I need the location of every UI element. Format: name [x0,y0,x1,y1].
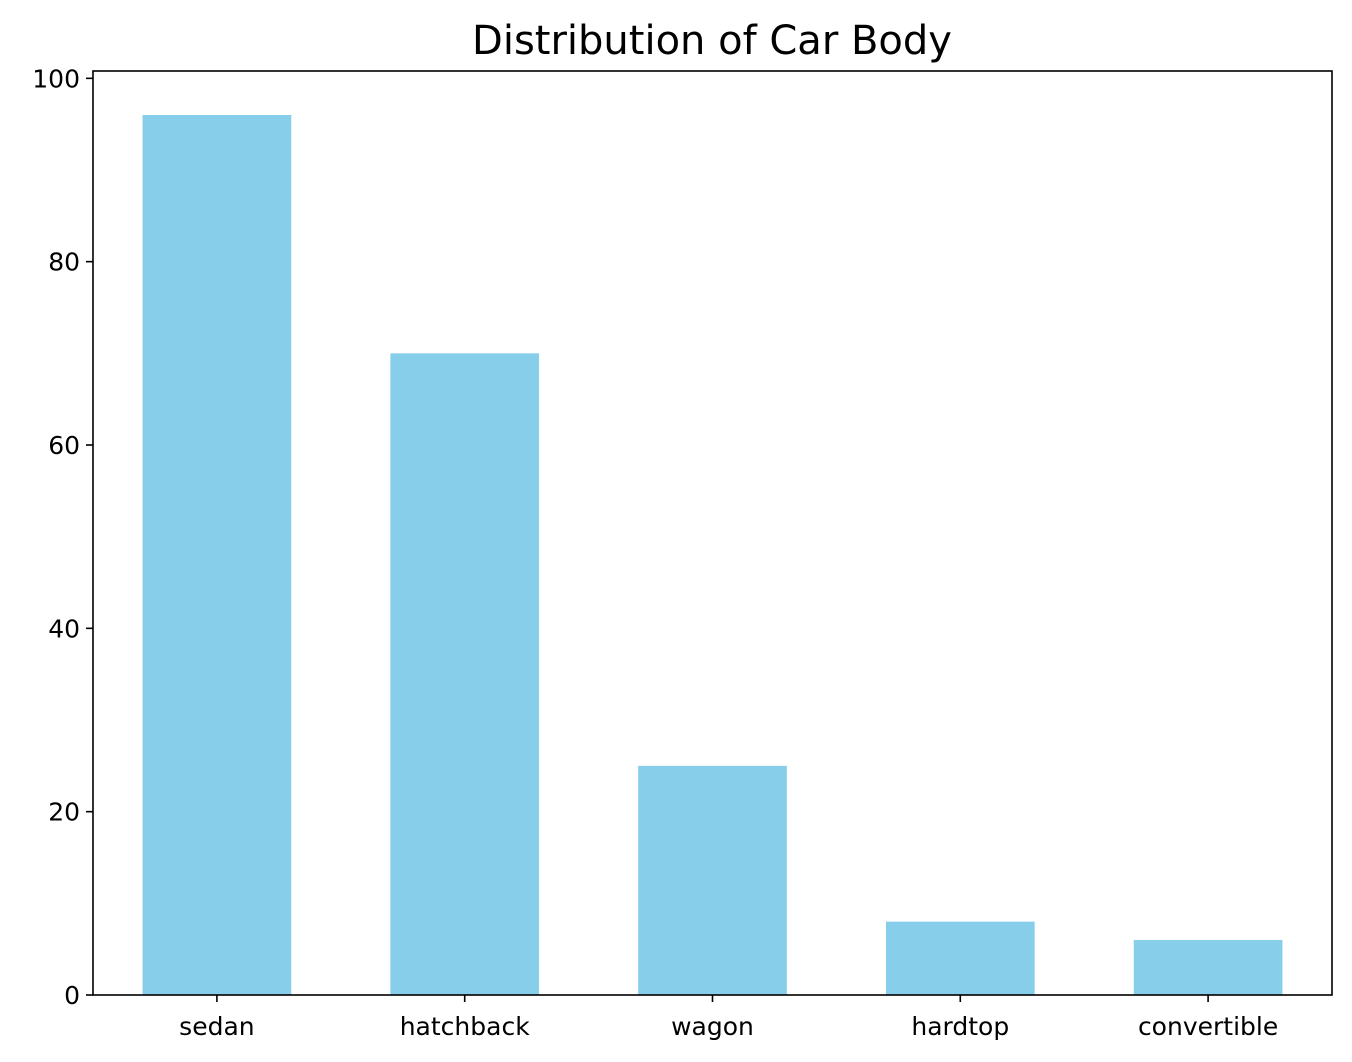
y-tick-label-40: 40 [48,614,80,643]
y-tick-label-20: 20 [48,798,80,827]
x-tick-label-hatchback: hatchback [400,1012,530,1041]
y-tick-label-80: 80 [48,248,80,277]
bars-group [142,115,1283,995]
bar-hardtop [885,921,1035,995]
x-axis-ticks: sedan hatchback wagon hardtop convertible [179,995,1278,1041]
x-tick-label-sedan: sedan [179,1012,254,1041]
x-tick-label-wagon: wagon [671,1012,754,1041]
bar-convertible [1133,940,1283,995]
bar-sedan [142,115,292,995]
y-tick-label-100: 100 [32,64,80,93]
x-tick-label-convertible: convertible [1138,1012,1278,1041]
y-tick-label-0: 0 [64,981,80,1010]
y-axis-ticks: 0 20 40 60 80 100 [32,64,93,1010]
x-tick-label-hardtop: hardtop [911,1012,1009,1041]
bar-hatchback [390,353,540,995]
bar-wagon [638,765,787,995]
y-tick-label-60: 60 [48,431,80,460]
chart-title: Distribution of Car Body [472,18,952,64]
